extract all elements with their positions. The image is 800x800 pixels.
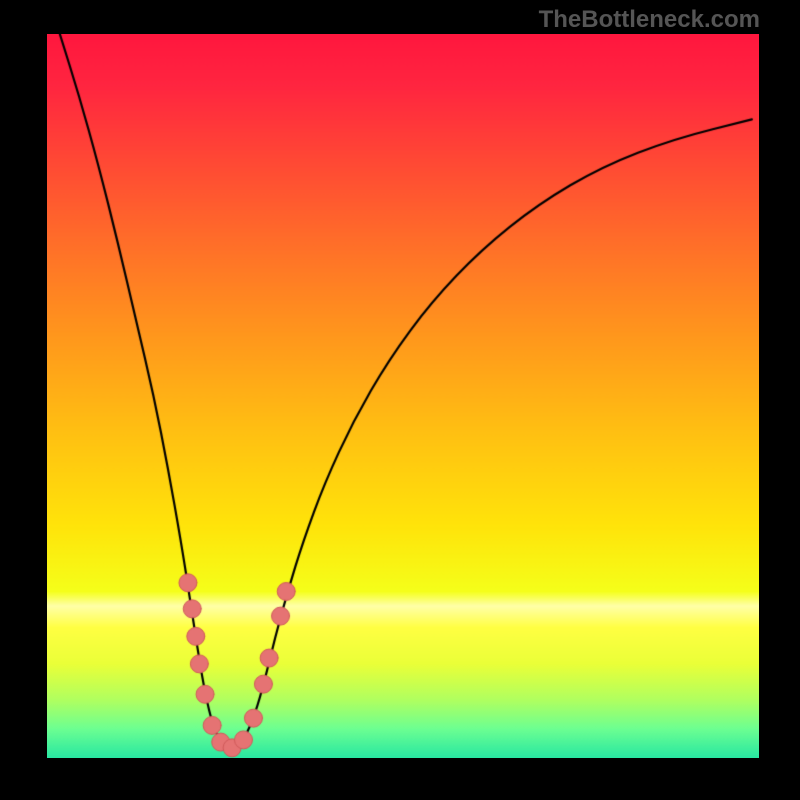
plot-area [47,34,759,758]
watermark-text: TheBottleneck.com [539,6,760,34]
curve-canvas [47,34,759,758]
chart-root: TheBottleneck.com [0,0,800,800]
